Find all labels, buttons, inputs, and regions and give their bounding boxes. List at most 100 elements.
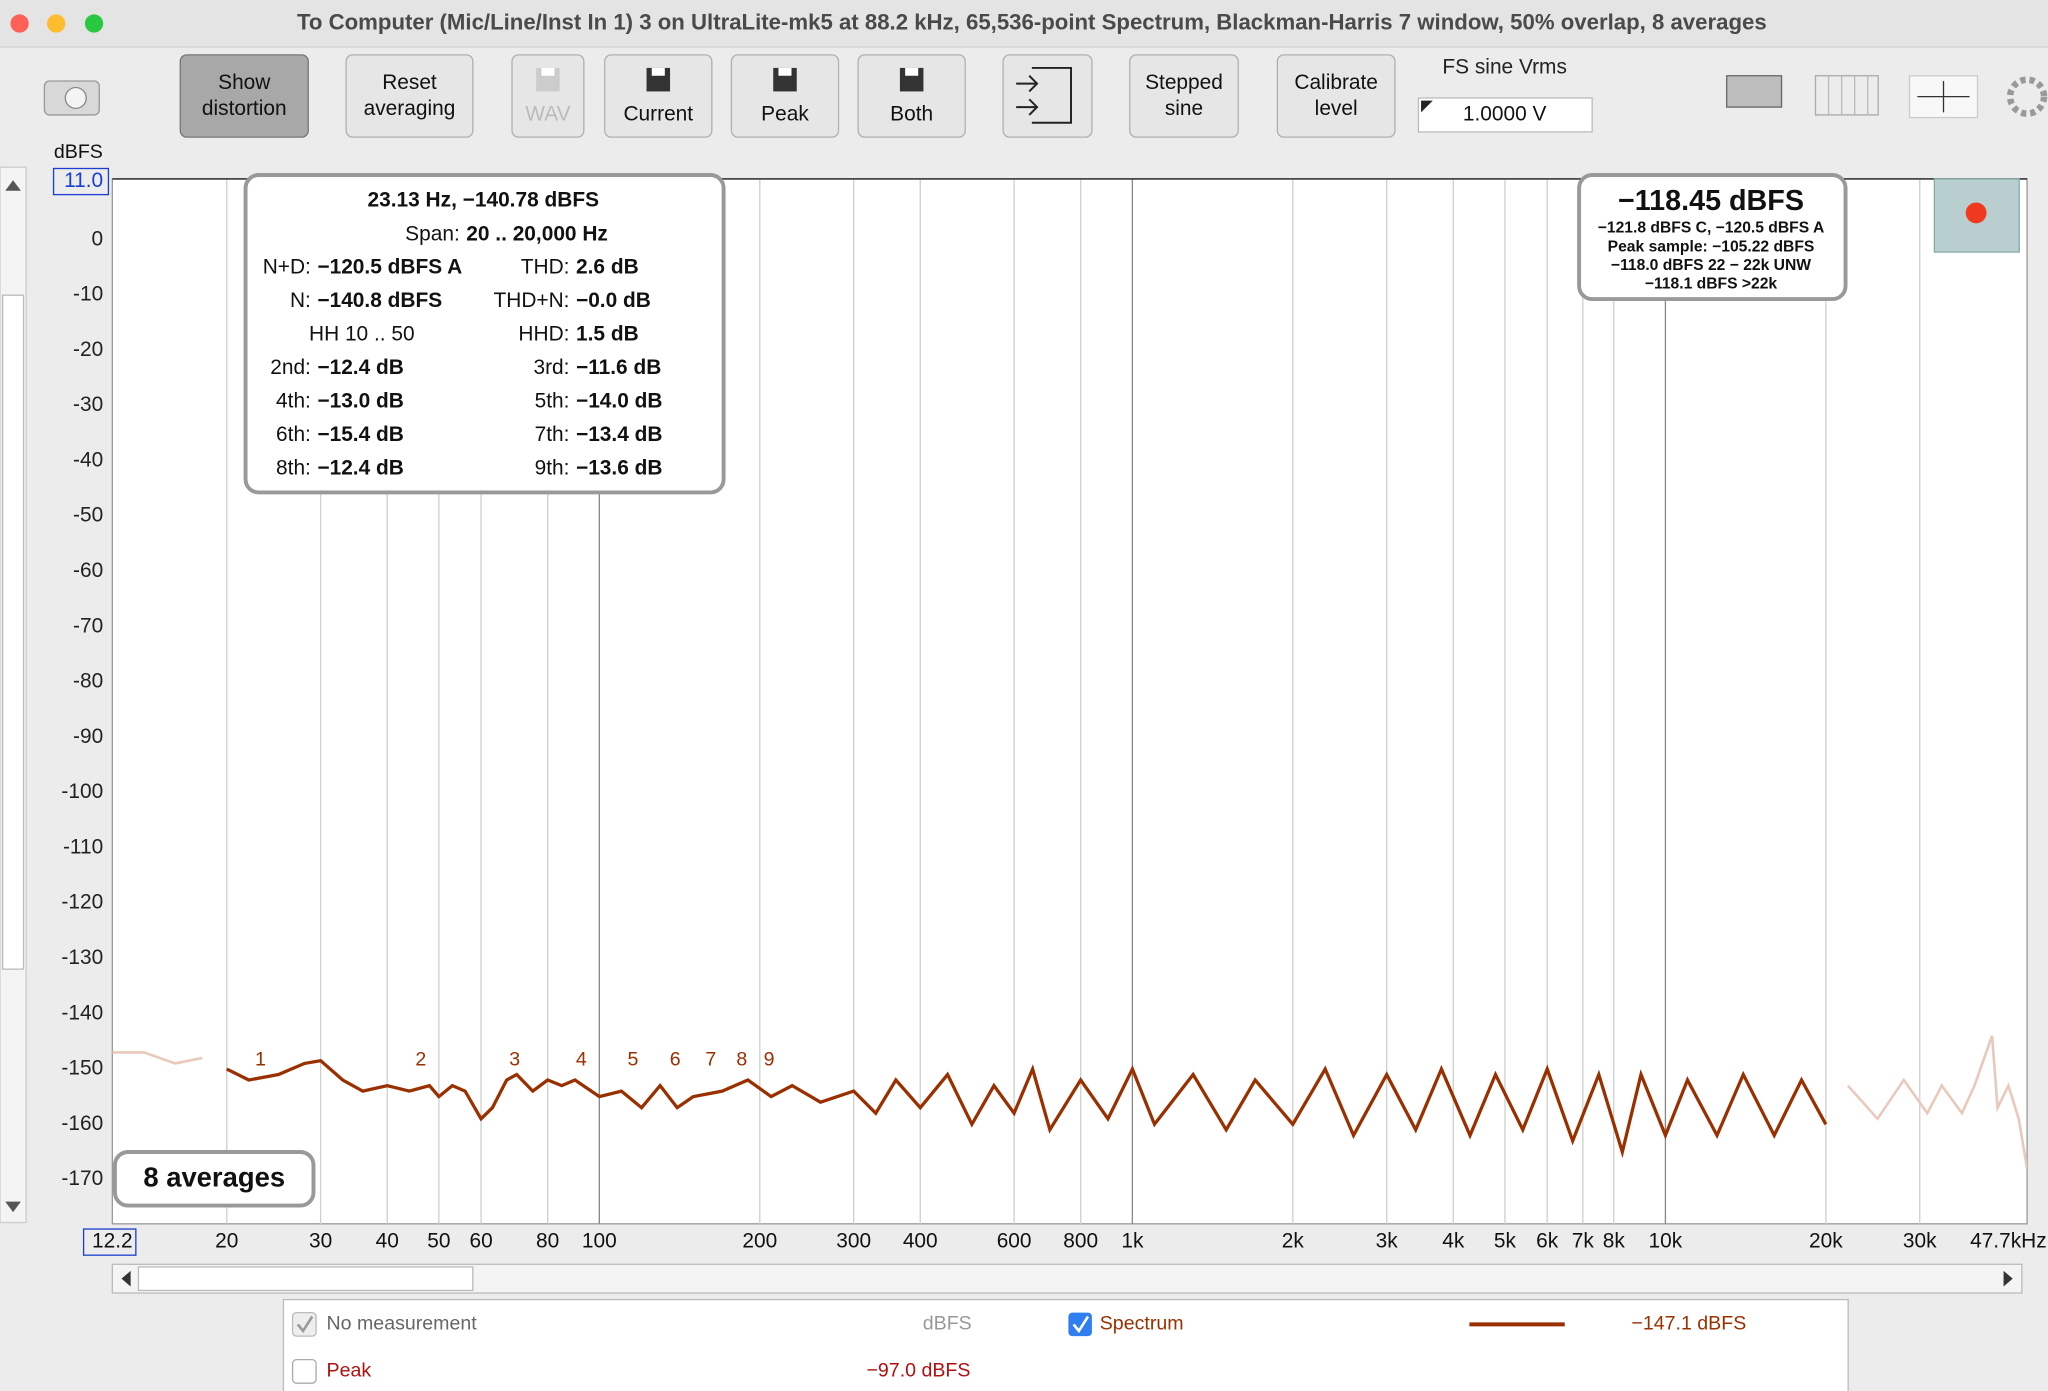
readout-header: 23.13 Hz, −140.78 dBFS (368, 189, 600, 212)
checkbox-spectrum[interactable] (1068, 1312, 1092, 1337)
button-label: distortion (202, 97, 287, 120)
y-tick-label: -40 (73, 448, 103, 471)
y-tick-label: -160 (61, 1112, 103, 1135)
zoom-button[interactable] (84, 14, 104, 33)
y-tick-label: -90 (73, 725, 103, 748)
scroll-up[interactable] (5, 180, 21, 191)
readout-value: −13.4 dB (576, 423, 662, 446)
button-face (857, 54, 966, 138)
columns-icon[interactable] (1814, 75, 1879, 116)
readout-label: N: (290, 289, 311, 312)
panel-icon[interactable] (1726, 75, 1783, 108)
readout-frame (243, 173, 726, 495)
button-face (730, 54, 840, 138)
x-tick-label: 200 (742, 1230, 777, 1253)
camera-lens (64, 86, 87, 110)
button-face (179, 54, 309, 138)
layout-icons[interactable] (1726, 75, 2048, 119)
scroll-right[interactable] (2003, 1270, 2013, 1287)
readout-value: −140.8 dBFS (317, 289, 442, 312)
y-axis-label: dBFS (54, 141, 103, 163)
legend-peak: Peak (327, 1360, 372, 1382)
v-scroll-thumb[interactable] (1, 294, 25, 970)
legend-panel (282, 1298, 1849, 1391)
legend-peak-value: −97.0 dBFS (866, 1360, 970, 1382)
span-label: Span: (405, 223, 460, 246)
level-main: −118.45 dBFS (1618, 185, 1804, 217)
button-label: Current (623, 102, 693, 125)
x-tick-label: 20 (215, 1230, 238, 1253)
resize-arrows (1917, 80, 1970, 113)
readout-label: N+D: (263, 255, 311, 278)
tick-box (82, 1228, 137, 1256)
readout-label: 4th: (276, 390, 311, 413)
y-tick-label: -10 (73, 283, 103, 306)
level-line: −118.1 dBFS >22k (1645, 276, 1778, 293)
scroll-down[interactable] (5, 1201, 21, 1213)
fs-value[interactable]: 1.0000 V (1463, 102, 1547, 125)
x-tick-label: 47.7kHz (1970, 1230, 2047, 1253)
toolbar-button[interactable]: WAV (511, 54, 585, 138)
readout-label: 8th: (276, 457, 311, 480)
close-button[interactable] (10, 14, 29, 33)
y-tick-label: -60 (73, 559, 103, 582)
tick-box (52, 167, 110, 196)
x-tick-label: 7k (1572, 1230, 1595, 1253)
button-label: Stepped (1145, 71, 1223, 94)
x-tick-label: 5k (1494, 1230, 1517, 1253)
x-tick-label: 60 (469, 1230, 492, 1253)
y-tick-label: -50 (73, 504, 103, 527)
spectrum-out-of-span (112, 1051, 203, 1065)
y-tick-label: -100 (61, 780, 103, 803)
toolbar-button[interactable]: Stepped sine (1129, 54, 1239, 138)
check-mark (1072, 1315, 1090, 1334)
camera-icon[interactable] (43, 80, 100, 116)
x-tick-label: 800 (1063, 1230, 1098, 1253)
x-tick-label: 2k (1282, 1230, 1305, 1253)
y-tick-label: -110 (63, 835, 103, 858)
fs-input[interactable] (1417, 97, 1593, 133)
harmonic-label: 3 (509, 1049, 520, 1071)
harmonic-label: 4 (576, 1049, 587, 1071)
y-tick-label: -70 (73, 614, 103, 637)
readout-label: 5th: (535, 390, 570, 413)
settings-icon[interactable] (2006, 76, 2048, 117)
minimize-button[interactable] (47, 14, 66, 33)
toolbar-button[interactable]: Show distortion (179, 54, 309, 138)
button-label: Reset (382, 71, 437, 94)
y-tick-label: 11.0 (64, 169, 103, 192)
readout-value: −12.4 dB (317, 356, 403, 379)
toolbar-button[interactable]: Reset averaging (345, 54, 474, 138)
checkbox-peak[interactable] (291, 1359, 317, 1384)
readout-value: −11.6 dB (576, 356, 661, 379)
button-face (1129, 54, 1239, 138)
harmonic-label: 8 (736, 1049, 747, 1071)
harmonic-label: 1 (255, 1049, 266, 1071)
title-bar (0, 0, 2048, 48)
level-box: −118.45 dBFS −121.8 dBFS C, −120.5 dBFS A… (1577, 173, 1848, 302)
check-mark (296, 1315, 314, 1334)
readout-value: 2.6 dB (576, 255, 639, 278)
toolbar-button[interactable]: Peak (730, 54, 840, 138)
h-scroll-thumb[interactable] (137, 1266, 474, 1292)
readout-value: −12.4 dB (317, 457, 403, 480)
toolbar-button[interactable]: Current (604, 54, 713, 138)
input-button[interactable] (1002, 54, 1093, 138)
y-tick-label: -120 (61, 891, 103, 914)
y-tick-label: -20 (73, 338, 103, 361)
record-led (1965, 202, 1987, 224)
readout-label: THD: (521, 255, 570, 278)
harmonic-label: 7 (705, 1049, 716, 1071)
button-label: Peak (761, 102, 809, 125)
input-icon (1016, 66, 1072, 124)
floppy-label (651, 67, 665, 76)
plot: 12.2 20 30 40 50 60 80 100 200 300 400 600 800 1k 2k 3k… (52, 167, 2047, 1256)
x-tick-label: 12.2 (92, 1230, 133, 1253)
checkbox-no-measurement[interactable] (291, 1311, 317, 1337)
scroll-left[interactable] (121, 1270, 131, 1287)
button-label: Show (218, 71, 271, 94)
toolbar-button[interactable]: Both (857, 54, 966, 138)
level-line: −118.0 dBFS 22 − 22k UNW (1611, 257, 1811, 274)
toolbar-button[interactable]: Calibrate level (1276, 54, 1396, 138)
